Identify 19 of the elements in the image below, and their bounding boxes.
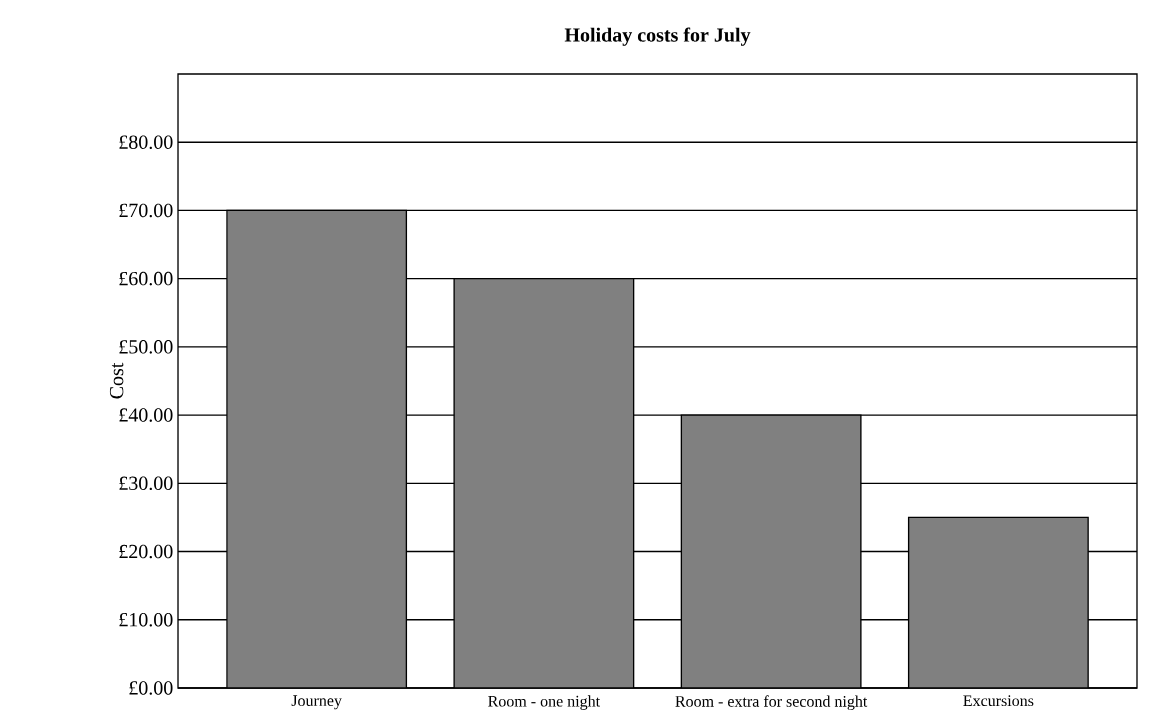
y-tick-label: £0.00 [129,681,173,695]
bar [680,414,862,688]
y-tick-label: £40.00 [119,408,173,422]
y-tick-label: £30.00 [119,476,173,491]
y-tick-label: £80.00 [119,135,173,150]
y-tick-label: £20.00 [119,544,173,559]
x-tick-label: Room - one night [488,695,601,710]
chart-title: Holiday costs for July [564,27,751,46]
y-axis-title: Cost [109,362,124,399]
y-tick-label: £50.00 [119,340,173,354]
bar [453,277,635,688]
x-tick-label: Room - extra for second night [675,695,868,711]
bar [226,209,408,688]
bar [907,516,1089,688]
y-tick-label: £10.00 [119,612,173,627]
x-tick-label: Journey [291,695,342,710]
y-tick-label: £70.00 [119,203,173,218]
x-tick-label: Excursions [963,695,1034,707]
y-tick-label: £60.00 [119,271,173,286]
